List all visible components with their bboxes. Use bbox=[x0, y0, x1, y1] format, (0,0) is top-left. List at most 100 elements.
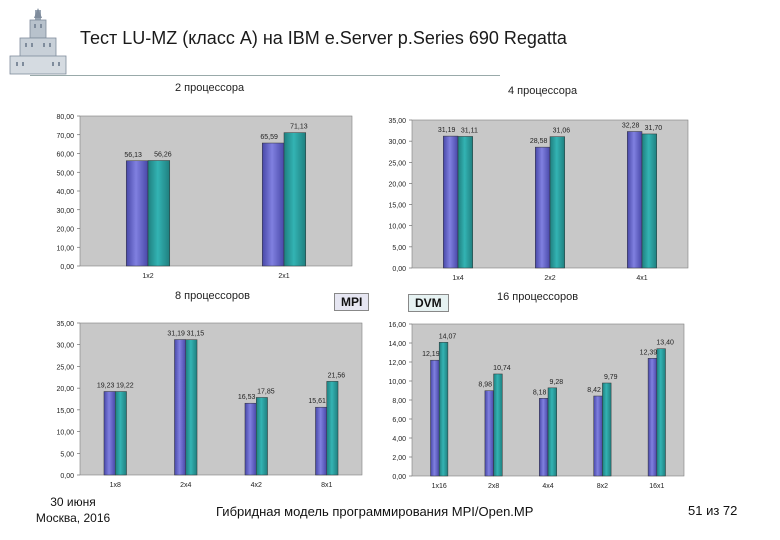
bar-dvm bbox=[326, 381, 339, 476]
y-tick-label: 8,00 bbox=[392, 398, 406, 405]
data-label: 8,98 bbox=[478, 382, 492, 389]
bar-mpi bbox=[627, 131, 643, 269]
x-tick-label: 8x1 bbox=[321, 482, 332, 489]
legend-mpi: MPI bbox=[334, 293, 370, 311]
data-label: 56,13 bbox=[124, 152, 142, 159]
bar-dvm bbox=[256, 397, 268, 476]
bar-mpi bbox=[443, 135, 459, 269]
footer-date: 30 июня bbox=[50, 495, 96, 509]
title-divider bbox=[30, 75, 500, 76]
chart-label-8: 8 процессоров bbox=[175, 290, 250, 302]
data-label: 28,58 bbox=[530, 138, 548, 145]
y-tick-label: 10,00 bbox=[388, 379, 406, 386]
bar-mpi bbox=[539, 398, 549, 477]
data-label: 16,53 bbox=[238, 394, 256, 401]
y-tick-label: 5,00 bbox=[392, 245, 406, 252]
y-tick-label: 20,00 bbox=[56, 227, 74, 234]
data-label: 31,15 bbox=[187, 331, 205, 338]
data-label: 21,56 bbox=[328, 372, 346, 379]
bar-dvm bbox=[283, 132, 307, 267]
data-label: 9,28 bbox=[550, 379, 564, 386]
y-tick-label: 20,00 bbox=[388, 181, 406, 188]
chart-label-16: 16 процессоров bbox=[497, 291, 579, 303]
data-label: 32,28 bbox=[622, 123, 640, 130]
bar-dvm bbox=[602, 382, 612, 477]
chart-16-processors: 0,00 2,00 4,00 6,00 8,00 10,00 12,00 14,00 16,00… bbox=[388, 322, 685, 490]
x-tick-label: 2x4 bbox=[180, 482, 191, 489]
bar-mpi bbox=[593, 395, 603, 477]
y-tick-label: 0,00 bbox=[60, 264, 74, 271]
data-label: 8,18 bbox=[533, 389, 547, 396]
chart-4-processors: 0,00 5,00 10,00 15,00 20,00 25,00 30,00 35,00 31… bbox=[388, 118, 689, 282]
x-tick-label: 1x2 bbox=[142, 273, 153, 280]
data-label: 12,19 bbox=[422, 351, 440, 358]
chart-label-4: 4 процессора bbox=[508, 85, 578, 97]
chart-8-processors: 0,00 5,00 10,00 15,00 20,00 25,00 30,00 35,00 19… bbox=[56, 321, 363, 489]
x-tick-label: 2x1 bbox=[278, 273, 289, 280]
footer-place: Москва, 2016 bbox=[35, 511, 111, 525]
bar-dvm bbox=[457, 136, 473, 269]
data-label: 17,85 bbox=[257, 388, 275, 395]
x-tick-label: 1x4 bbox=[452, 275, 463, 282]
y-tick-label: 4,00 bbox=[392, 436, 406, 443]
data-label: 10,74 bbox=[493, 365, 511, 372]
x-tick-label: 8x2 bbox=[597, 483, 608, 490]
y-tick-label: 20,00 bbox=[56, 386, 74, 393]
data-label: 12,39 bbox=[640, 349, 658, 356]
x-tick-label: 4x4 bbox=[542, 483, 553, 490]
y-tick-label: 16,00 bbox=[388, 322, 406, 329]
bar-mpi bbox=[261, 142, 285, 267]
x-tick-label: 1x16 bbox=[432, 483, 447, 490]
chart-label-2: 2 процессора bbox=[175, 82, 245, 94]
bar-dvm bbox=[641, 133, 657, 269]
bar-dvm bbox=[185, 339, 198, 476]
y-tick-label: 6,00 bbox=[392, 417, 406, 424]
y-tick-label: 0,00 bbox=[392, 474, 406, 481]
y-tick-label: 80,00 bbox=[56, 114, 74, 121]
data-label: 31,19 bbox=[438, 127, 456, 134]
bar-mpi bbox=[647, 358, 658, 477]
x-tick-label: 2x2 bbox=[544, 275, 555, 282]
y-tick-label: 70,00 bbox=[56, 133, 74, 140]
y-tick-label: 10,00 bbox=[56, 430, 74, 437]
legend-dvm: DVM bbox=[408, 294, 449, 312]
data-label: 56,26 bbox=[154, 152, 172, 159]
x-tick-label: 2x8 bbox=[488, 483, 499, 490]
data-label: 15,61 bbox=[308, 398, 326, 405]
y-tick-label: 0,00 bbox=[392, 266, 406, 273]
data-label: 31,19 bbox=[167, 331, 185, 338]
page-number: 51 из 72 bbox=[688, 503, 738, 518]
bar-dvm bbox=[549, 136, 565, 269]
bar-dvm bbox=[147, 160, 171, 267]
bar-mpi bbox=[484, 390, 494, 477]
data-label: 14,07 bbox=[439, 333, 457, 340]
bar-dvm bbox=[656, 348, 666, 477]
bar-dvm bbox=[493, 373, 503, 477]
footer-date-place: 30 июня Москва, 2016 bbox=[18, 494, 128, 526]
university-logo-icon bbox=[9, 8, 67, 75]
y-tick-label: 30,00 bbox=[56, 343, 74, 350]
x-tick-label: 4x1 bbox=[636, 275, 647, 282]
data-label: 71,13 bbox=[290, 124, 308, 131]
bar-mpi bbox=[125, 160, 149, 267]
bar-mpi bbox=[315, 406, 328, 476]
y-tick-label: 25,00 bbox=[388, 160, 406, 167]
data-label: 19,23 bbox=[97, 382, 115, 389]
bar-dvm bbox=[438, 342, 449, 477]
y-tick-label: 0,00 bbox=[60, 473, 74, 480]
data-label: 8,42 bbox=[587, 387, 601, 394]
y-tick-label: 25,00 bbox=[56, 364, 74, 371]
y-tick-label: 30,00 bbox=[56, 208, 74, 215]
y-tick-label: 2,00 bbox=[392, 455, 406, 462]
x-tick-label: 16x1 bbox=[649, 483, 664, 490]
data-label: 9,79 bbox=[604, 374, 618, 381]
plot-area bbox=[79, 322, 363, 476]
data-label: 31,06 bbox=[553, 128, 571, 135]
y-tick-label: 30,00 bbox=[388, 139, 406, 146]
y-tick-label: 10,00 bbox=[56, 245, 74, 252]
y-tick-label: 12,00 bbox=[388, 360, 406, 367]
bar-mpi bbox=[430, 359, 440, 477]
bar-dvm bbox=[547, 387, 557, 477]
data-label: 31,11 bbox=[461, 127, 478, 134]
y-tick-label: 10,00 bbox=[388, 224, 406, 231]
